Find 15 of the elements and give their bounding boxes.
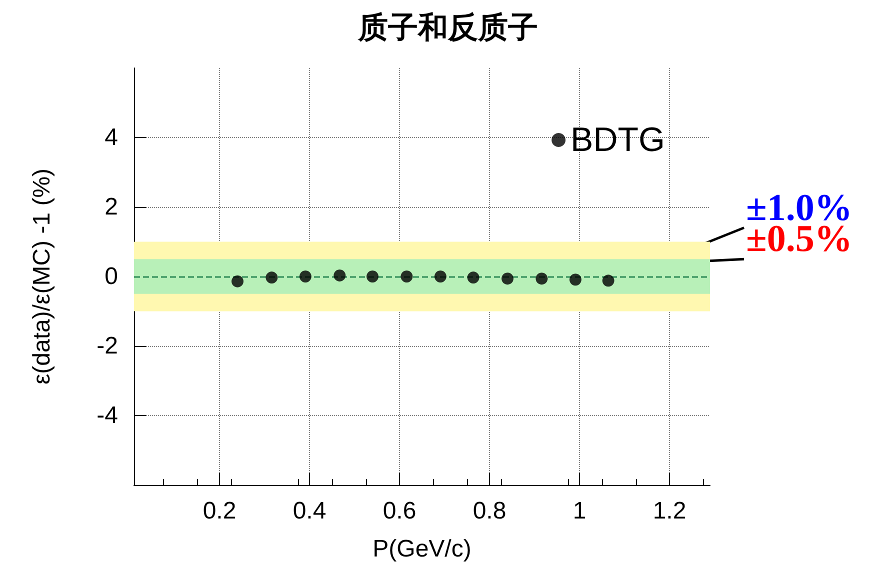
x-tick-label: 0.6 <box>382 498 416 524</box>
y-tick-label: 0 <box>104 263 118 290</box>
y-tick-label: -2 <box>96 332 118 360</box>
y-tick-label: -4 <box>96 402 118 429</box>
y-tick-label: 2 <box>104 194 118 220</box>
x-tick-label: 0.8 <box>472 498 506 524</box>
y-tick-label: 4 <box>104 124 118 151</box>
x-axis-title: P(GeV/c) <box>372 536 472 562</box>
legend-label: BDTG <box>570 121 666 159</box>
y-axis-title: ε(data)/ε(MC) -1 (%) <box>28 168 56 385</box>
x-tick-label: 1.2 <box>652 498 686 524</box>
x-tick-label: 0.4 <box>292 498 326 524</box>
x-tick-label: 1 <box>572 498 586 524</box>
chart-title: 质子和反质子 <box>357 10 538 46</box>
x-tick-label: 0.2 <box>202 498 236 524</box>
